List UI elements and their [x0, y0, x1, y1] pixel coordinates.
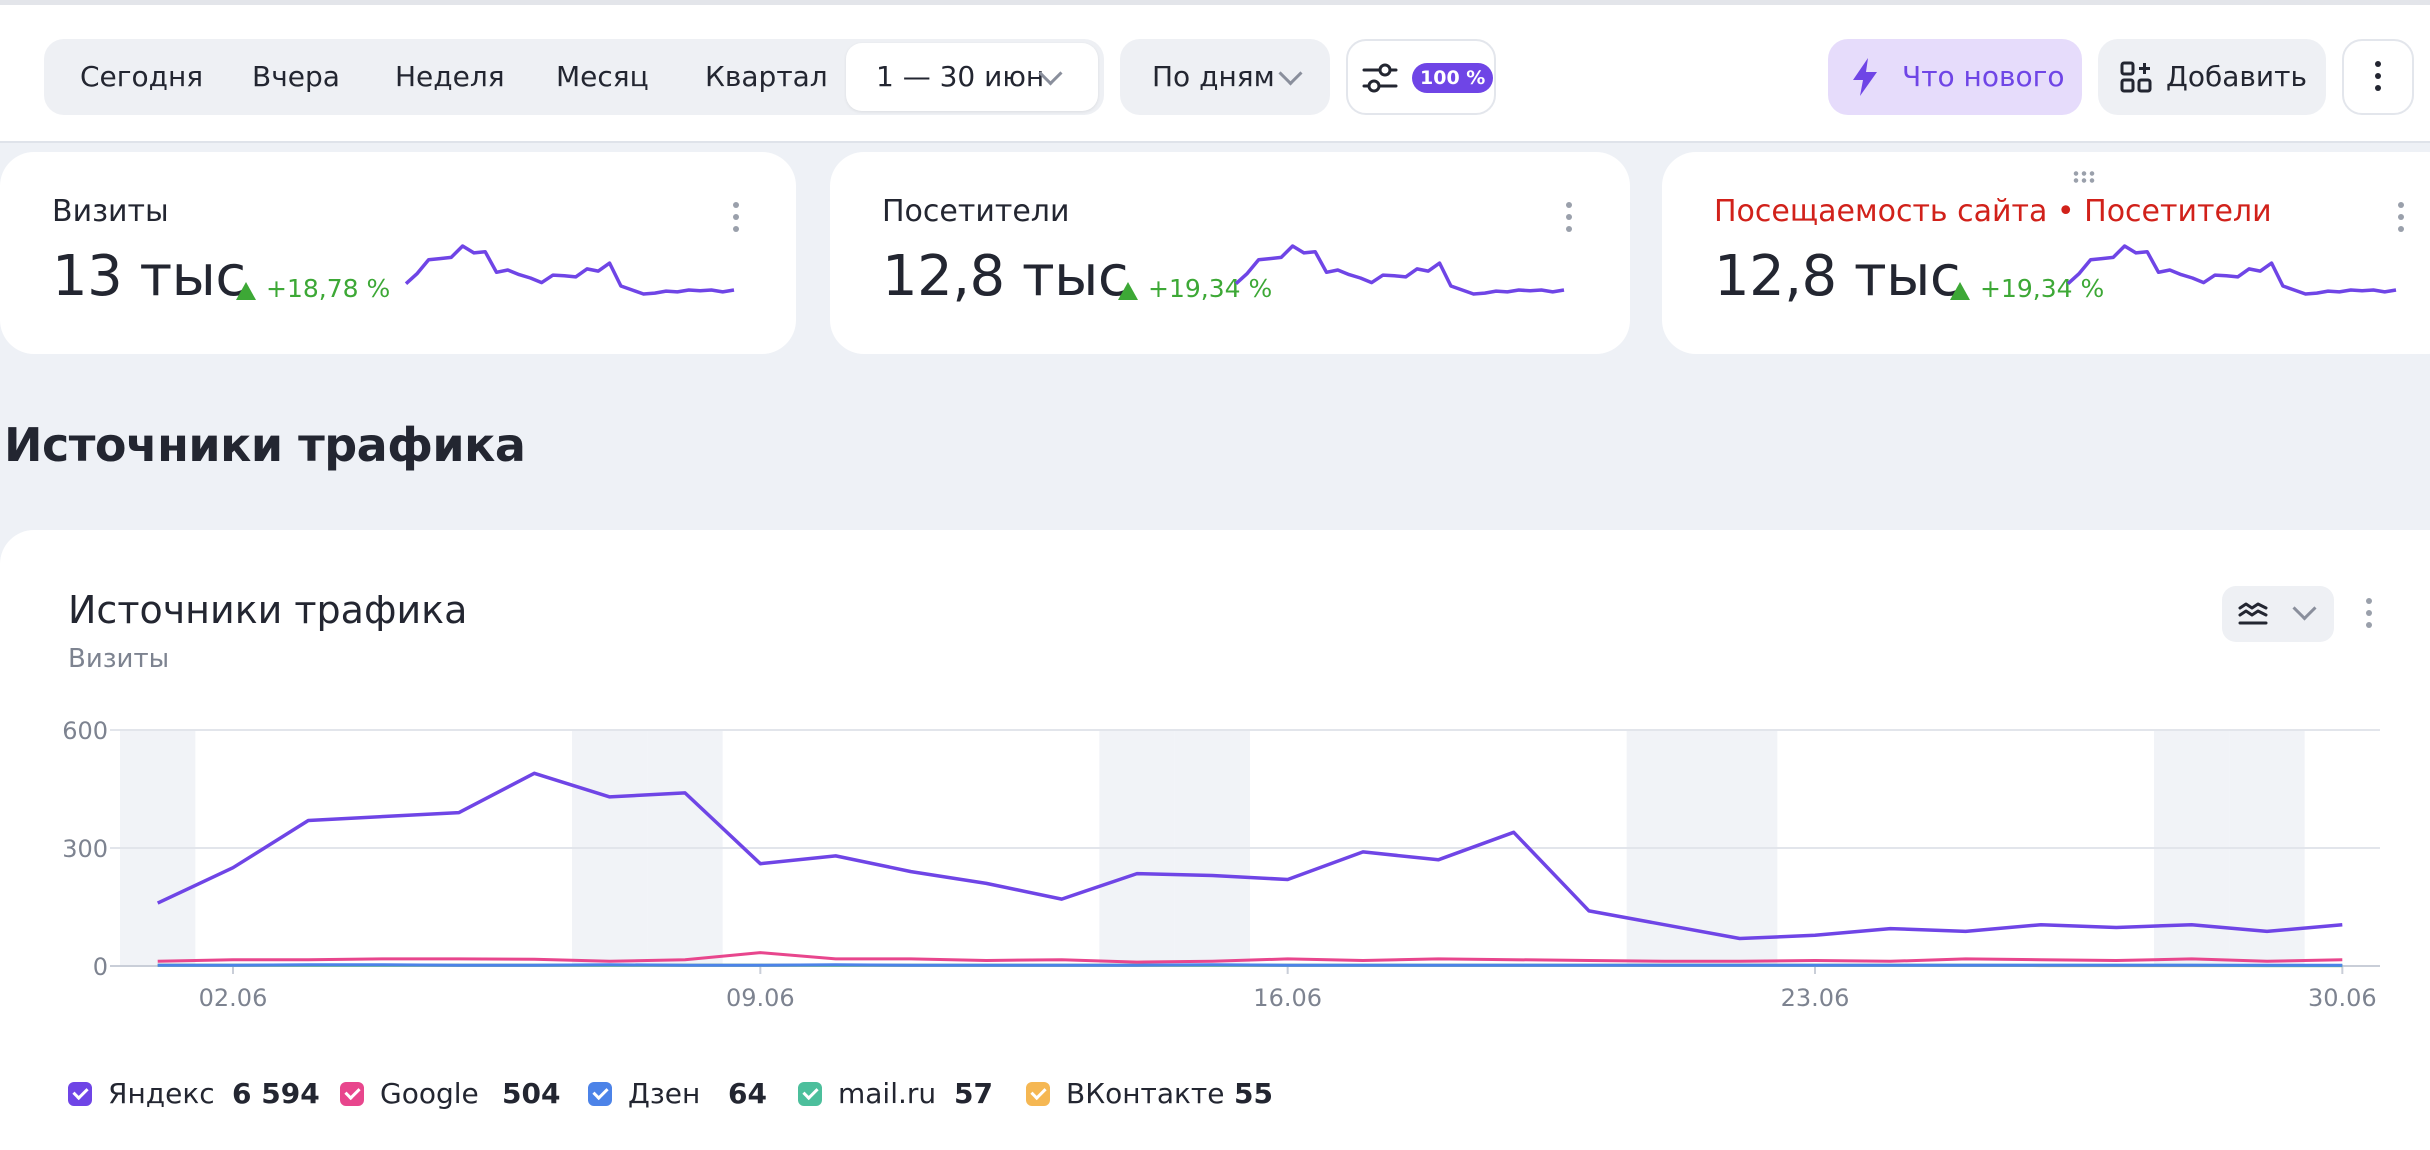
card-visits: Визиты 13 тыс +18,78 % — [0, 152, 796, 354]
legend-total: 504 — [502, 1076, 560, 1112]
vertical-dots-icon — [2375, 61, 2381, 97]
card-sparkline — [400, 240, 740, 300]
period-yesterday-button[interactable]: Вчера — [252, 39, 340, 115]
whats-new-label: Что нового — [1902, 39, 2064, 115]
chevron-down-icon — [2292, 596, 2316, 620]
more-menu-button[interactable] — [2342, 39, 2414, 115]
legend-total: 55 — [1234, 1076, 1273, 1112]
checkbox-checked-icon — [68, 1082, 92, 1106]
chart-type-select[interactable] — [2222, 586, 2334, 642]
checkbox-checked-icon — [798, 1082, 822, 1106]
legend-total: 64 — [728, 1076, 767, 1112]
date-range-value: 1 — 30 июн — [876, 43, 1044, 111]
drag-handle-icon[interactable] — [2072, 170, 2096, 184]
grouping-select[interactable]: По дням — [1120, 39, 1330, 115]
whats-new-button[interactable]: Что нового — [1828, 39, 2082, 115]
checkbox-checked-icon — [1026, 1082, 1050, 1106]
sliders-icon — [1362, 61, 1398, 95]
lightning-icon — [1850, 57, 1880, 97]
grouping-value: По дням — [1152, 39, 1275, 115]
legend-label: ВКонтакте — [1066, 1076, 1224, 1112]
card-value: 12,8 тыс — [882, 244, 1128, 309]
legend-label: Яндекс — [108, 1076, 215, 1112]
period-selector: Сегодня Вчера Неделя Месяц Квартал 1 — 3… — [44, 39, 1104, 115]
trend-up-icon — [236, 282, 256, 300]
legend-total: 57 — [954, 1076, 993, 1112]
chart-lines-icon — [2238, 600, 2268, 628]
sampling-badge: 100 % — [1412, 63, 1493, 93]
chevron-down-icon — [1278, 61, 1302, 85]
checkbox-checked-icon — [588, 1082, 612, 1106]
trend-up-icon — [1118, 282, 1138, 300]
date-range-picker[interactable]: 1 — 30 июн — [846, 43, 1098, 111]
card-site-attendance: Посещаемость сайта • Посетители 12,8 тыс… — [1662, 152, 2430, 354]
legend-label: Google — [380, 1076, 479, 1112]
card-menu-icon[interactable] — [2398, 202, 2404, 238]
card-menu-icon[interactable] — [733, 202, 739, 238]
add-widget-label: Добавить — [2166, 39, 2307, 115]
panel-subtitle: Визиты — [68, 644, 169, 674]
section-title: Источники трафика — [4, 418, 525, 472]
widgets-add-icon — [2120, 61, 2152, 93]
card-sparkline — [1230, 240, 1570, 300]
legend-label: mail.ru — [838, 1076, 936, 1112]
toolbar: Сегодня Вчера Неделя Месяц Квартал 1 — 3… — [0, 5, 2430, 143]
card-visitors: Посетители 12,8 тыс +19,34 % — [830, 152, 1630, 354]
panel-title: Источники трафика — [68, 588, 467, 632]
card-value: 12,8 тыс — [1714, 244, 1960, 309]
checkbox-checked-icon — [340, 1082, 364, 1106]
card-title: Посетители — [882, 194, 1069, 229]
sampling-settings-button[interactable]: 100 % — [1346, 39, 1496, 115]
legend-total: 6 594 — [232, 1076, 320, 1112]
period-month-button[interactable]: Месяц — [556, 39, 649, 115]
period-week-button[interactable]: Неделя — [395, 39, 505, 115]
card-value: 13 тыс — [52, 244, 246, 309]
period-today-button[interactable]: Сегодня — [80, 39, 203, 115]
card-title: Визиты — [52, 194, 169, 229]
card-sparkline — [2062, 240, 2402, 300]
card-change: +18,78 % — [266, 274, 390, 303]
card-title: Посещаемость сайта • Посетители — [1714, 194, 2272, 229]
add-widget-button[interactable]: Добавить — [2098, 39, 2326, 115]
card-menu-icon[interactable] — [1566, 202, 1572, 238]
panel-menu-icon[interactable] — [2366, 598, 2372, 634]
period-quarter-button[interactable]: Квартал — [705, 39, 828, 115]
trend-up-icon — [1950, 282, 1970, 300]
traffic-sources-panel: Источники трафика Визиты — [0, 530, 2430, 1150]
legend-label: Дзен — [628, 1076, 700, 1112]
